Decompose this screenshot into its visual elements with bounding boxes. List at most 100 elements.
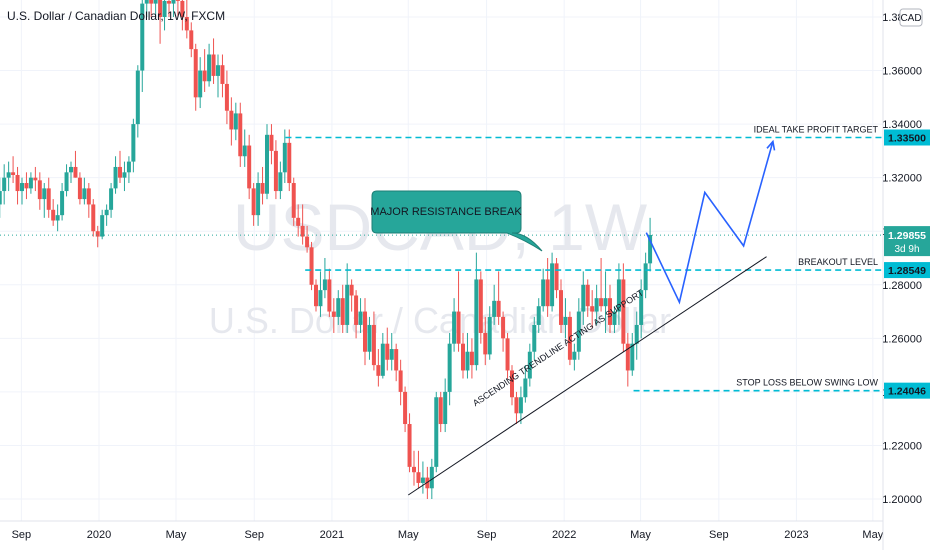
candle-body — [175, 0, 180, 1]
y-tick-label: 1.28000 — [882, 280, 922, 292]
candle-body — [639, 290, 644, 325]
candle-body — [100, 215, 105, 237]
candle-body — [559, 290, 563, 325]
candle-body — [211, 54, 216, 76]
candle-body — [345, 284, 350, 325]
y-tick-label: 1.22000 — [882, 440, 922, 452]
candle-body — [314, 284, 318, 307]
candle-body — [358, 311, 363, 325]
x-tick-label: Sep — [12, 529, 32, 541]
candle-body — [336, 298, 341, 317]
x-tick-label: May — [630, 529, 651, 541]
symbol-title: U.S. Dollar / Canadian Dollar, 1W, FXCM — [7, 9, 225, 23]
candle-body — [331, 311, 336, 317]
candle-body — [425, 477, 430, 489]
level-lines: IDEAL TAKE PROFIT TARGET BREAKOUT LEVEL ST… — [0, 125, 883, 392]
x-axis: Sep 2020 May Sep 2021 May Sep 2022 May Sep 2023 May — [0, 520, 932, 541]
candle-body — [625, 343, 630, 371]
candle-body — [545, 279, 550, 307]
candle-body — [193, 49, 198, 98]
candle-body — [220, 65, 225, 84]
x-tick-label: 2023 — [784, 529, 808, 541]
candle-body — [207, 54, 212, 82]
chart-header: U.S. Dollar / Canadian Dollar, 1W, FXCM — [7, 9, 225, 23]
candle-body — [77, 177, 82, 200]
callout-group: MAJOR RESISTANCE BREAK — [370, 190, 543, 252]
candle-body — [198, 70, 203, 98]
candle-body — [461, 343, 465, 371]
candle-body — [242, 145, 247, 157]
candle-body — [55, 215, 60, 221]
y-tick-label: 1.26000 — [882, 333, 922, 345]
projection-group — [645, 139, 776, 305]
candle-body — [585, 284, 590, 307]
take-profit-price-label: 1.33500 — [888, 133, 926, 145]
candle-body — [469, 351, 474, 366]
candle-body — [180, 0, 185, 17]
x-tick-label: May — [398, 529, 419, 541]
breakout-price-tag — [884, 262, 930, 279]
candle-body — [452, 311, 457, 344]
candle-body — [603, 298, 608, 307]
candle-body — [407, 424, 412, 467]
candle-body — [616, 279, 621, 312]
candle-body — [385, 343, 390, 360]
candle-body — [554, 263, 559, 291]
candle-body — [15, 174, 20, 192]
y-tick-label: 1.20000 — [882, 494, 922, 506]
candle-body — [420, 477, 425, 483]
candle-body — [621, 279, 626, 344]
candle-body — [0, 191, 2, 205]
ascending-trendline — [407, 256, 767, 496]
candle-body — [322, 279, 327, 291]
y-axis[interactable]: 1.200001.220001.240001.260001.280001.300… — [882, 0, 932, 550]
candle-body — [122, 172, 127, 178]
candle-body — [474, 279, 479, 366]
candle-body — [158, 0, 163, 17]
candle-body — [140, 3, 145, 71]
candle-body — [447, 343, 452, 392]
candle-body — [113, 166, 118, 189]
candle-body — [64, 172, 69, 192]
projection-path — [645, 141, 774, 305]
candle-body — [505, 338, 510, 371]
candle-body — [354, 295, 359, 325]
candle-body — [265, 134, 269, 194]
candle-body — [135, 70, 140, 125]
candle-body — [630, 343, 635, 371]
candle-body — [501, 316, 506, 339]
candle-body — [256, 183, 261, 216]
candle-body — [171, 0, 176, 4]
candle-body — [394, 349, 399, 371]
candle-body — [496, 300, 501, 317]
current-price-tag — [884, 226, 930, 257]
candle-body — [153, 0, 158, 4]
candle-body — [251, 188, 256, 216]
candle-body — [73, 166, 78, 178]
x-tick-label: Sep — [709, 529, 729, 541]
callout-bubble — [371, 190, 543, 252]
candle-body — [523, 378, 528, 398]
candle-body — [389, 349, 394, 360]
candle-body — [465, 351, 470, 371]
candle-body — [2, 177, 7, 192]
candle-body — [86, 188, 91, 205]
candle-body — [144, 0, 149, 4]
x-tick-label: 2022 — [552, 529, 576, 541]
candle-body — [648, 234, 653, 264]
candle-body — [594, 298, 599, 312]
candle-body — [581, 284, 586, 312]
candle-body — [126, 161, 131, 173]
candle-body — [229, 110, 234, 130]
candle-body — [643, 263, 648, 291]
candle-body — [305, 236, 310, 248]
current-price-countdown: 3d 9h — [894, 244, 919, 255]
candle-body — [287, 142, 292, 184]
take-profit-annotation: IDEAL TAKE PROFIT TARGET — [754, 125, 879, 135]
projection-arrowhead — [766, 139, 776, 151]
currency-badge[interactable]: CAD — [899, 8, 923, 27]
stop-loss-price-tag — [884, 382, 930, 399]
candle-body — [438, 397, 443, 425]
candle-body — [291, 183, 296, 218]
